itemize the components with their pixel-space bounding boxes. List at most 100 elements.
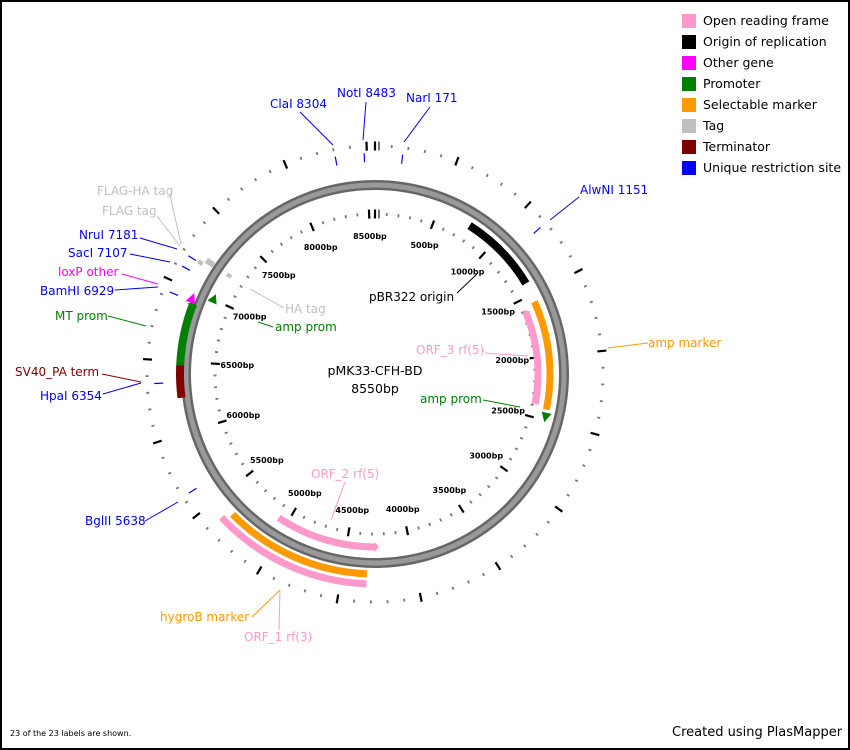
minor-tick xyxy=(287,583,291,587)
major-tick xyxy=(210,362,220,366)
major-tick xyxy=(290,507,297,517)
minor-tick xyxy=(566,493,570,497)
site-tick-nari xyxy=(400,154,404,164)
minor-tick xyxy=(182,247,186,251)
minor-tick xyxy=(324,524,328,528)
nrui-7181-label: NruI 7181 xyxy=(79,228,138,242)
legend-swatch xyxy=(682,139,696,154)
outer-ruler xyxy=(142,141,607,604)
minor-tick xyxy=(514,447,519,451)
minor-tick xyxy=(279,242,284,246)
major-tick xyxy=(309,222,315,232)
legend-label: Selectable marker xyxy=(703,97,817,112)
orf-2-rf-5--feature-arrowhead xyxy=(375,542,379,552)
hpai-6354-leader-line xyxy=(102,382,142,395)
major-tick xyxy=(499,465,509,473)
minor-tick xyxy=(219,327,224,331)
legend-item: Promoter xyxy=(682,73,841,94)
major-tick xyxy=(457,504,465,514)
minor-tick xyxy=(313,520,317,524)
minor-tick xyxy=(471,246,475,250)
credit-text: Created using PlasMapper xyxy=(672,725,843,740)
minor-tick xyxy=(538,214,542,219)
flag-ha-tag-leader-line xyxy=(169,194,182,245)
major-tick xyxy=(494,561,502,571)
minor-tick xyxy=(467,580,470,584)
minor-tick xyxy=(589,300,594,304)
clai-8304-label: ClaI 8304 xyxy=(270,97,327,111)
flag-ha-tag-feature xyxy=(197,259,204,266)
minor-tick xyxy=(462,239,466,243)
legend-item: Other gene xyxy=(682,52,841,73)
minor-tick xyxy=(496,270,501,274)
amp-prom-feature xyxy=(207,294,217,305)
minor-tick xyxy=(272,576,276,581)
minor-tick xyxy=(594,316,598,320)
legend-swatch xyxy=(682,76,696,91)
minor-tick xyxy=(315,151,319,156)
ruler-label: 2000bp xyxy=(495,356,529,365)
major-tick xyxy=(217,419,227,425)
minor-tick xyxy=(582,464,586,468)
minor-tick xyxy=(282,503,286,508)
bglii-5638-label: BglII 5638 xyxy=(85,514,146,528)
minor-tick xyxy=(530,403,534,406)
minor-tick xyxy=(535,532,539,537)
minor-tick xyxy=(332,148,335,152)
minor-tick xyxy=(217,409,221,412)
minor-tick xyxy=(520,311,525,314)
major-tick xyxy=(142,357,153,361)
minor-tick xyxy=(263,489,268,493)
alwni-1151-leader-line xyxy=(549,196,580,221)
minor-tick xyxy=(321,220,325,225)
amp-prom-feature xyxy=(541,411,552,423)
noti-8483-leader-line xyxy=(362,101,367,141)
minor-tick xyxy=(161,456,165,460)
minor-tick xyxy=(233,295,237,299)
minor-tick xyxy=(205,526,209,531)
minor-tick xyxy=(485,173,489,178)
flag-tag-label: FLAG tag xyxy=(102,204,157,218)
minor-tick xyxy=(289,235,293,240)
minor-tick xyxy=(499,182,504,187)
ruler-label: 6000bp xyxy=(226,411,260,420)
major-tick xyxy=(405,526,410,536)
minor-tick xyxy=(173,262,178,266)
major-tick xyxy=(346,527,351,537)
labels-shown-note: 23 of the 23 labels are shown. xyxy=(10,729,132,738)
orf-2-rf-5--feature xyxy=(276,514,376,551)
pbr322-origin-leader-line xyxy=(456,273,478,294)
feature-labels: ClaI 8304 NotI 8483 NarI 171 AlwNI 1151 amp … xyxy=(15,86,721,644)
minor-tick xyxy=(559,240,563,244)
hpai-6354-label: HpaI 6354 xyxy=(40,389,102,403)
legend-swatch xyxy=(682,13,696,28)
ruler-label: 3000bp xyxy=(469,452,503,461)
orf-1-rf-3-label: ORF_1 rf(3) xyxy=(244,630,312,644)
minor-tick xyxy=(524,425,528,429)
minor-tick xyxy=(230,549,234,554)
sv40-pa-term-feature xyxy=(176,365,186,399)
minor-tick xyxy=(503,280,508,284)
ruler-label: 7500bp xyxy=(262,271,296,280)
plasmid-backbone xyxy=(181,180,569,568)
legend-label: Other gene xyxy=(703,55,774,70)
legend-label: Tag xyxy=(703,118,725,133)
inner-ruler: 500bp 1000bp 1500bp 2000bp 2500bp 3000bp 3500b… xyxy=(210,209,539,537)
major-tick xyxy=(192,512,201,520)
pbr322-origin-label: pBR322 origin xyxy=(369,290,454,304)
minor-tick xyxy=(519,436,524,440)
legend-item: Open reading frame xyxy=(682,10,841,31)
minor-tick xyxy=(417,526,420,530)
nari-171-label: NarI 171 xyxy=(406,91,458,105)
orf-3-rf-5-leader-line xyxy=(484,352,529,357)
bglii-5638-leader-line xyxy=(144,501,179,522)
major-tick xyxy=(597,349,607,353)
major-tick xyxy=(590,431,600,437)
alwni-1151-label: AlwNI 1151 xyxy=(580,183,648,197)
amp-marker-label: amp marker xyxy=(648,336,721,350)
orf-2-rf-5-label: ORF_2 rf(5) xyxy=(311,467,379,481)
ruler-label: 5000bp xyxy=(288,489,322,498)
legend-item: Unique restriction site xyxy=(682,157,841,178)
minor-tick xyxy=(154,308,158,312)
